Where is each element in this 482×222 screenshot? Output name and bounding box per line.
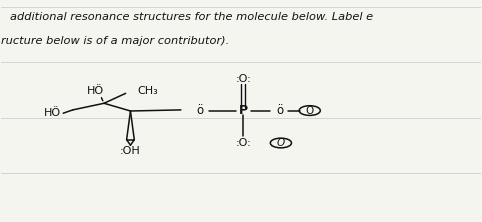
Text: ö: ö — [276, 104, 283, 117]
Text: O: O — [306, 105, 314, 116]
Text: additional resonance structures for the molecule below. Label e: additional resonance structures for the … — [10, 12, 374, 22]
Text: O: O — [277, 138, 285, 148]
Text: HÖ: HÖ — [44, 108, 61, 118]
Text: HÖ: HÖ — [87, 86, 104, 96]
Text: CH₃: CH₃ — [138, 86, 159, 96]
Text: P: P — [239, 104, 248, 117]
Text: :O:: :O: — [236, 74, 251, 84]
Text: :O:: :O: — [236, 138, 251, 148]
Text: ö: ö — [197, 104, 204, 117]
Text: :OH: :OH — [120, 146, 141, 156]
Text: ructure below is of a major contributor).: ructure below is of a major contributor)… — [0, 36, 229, 46]
